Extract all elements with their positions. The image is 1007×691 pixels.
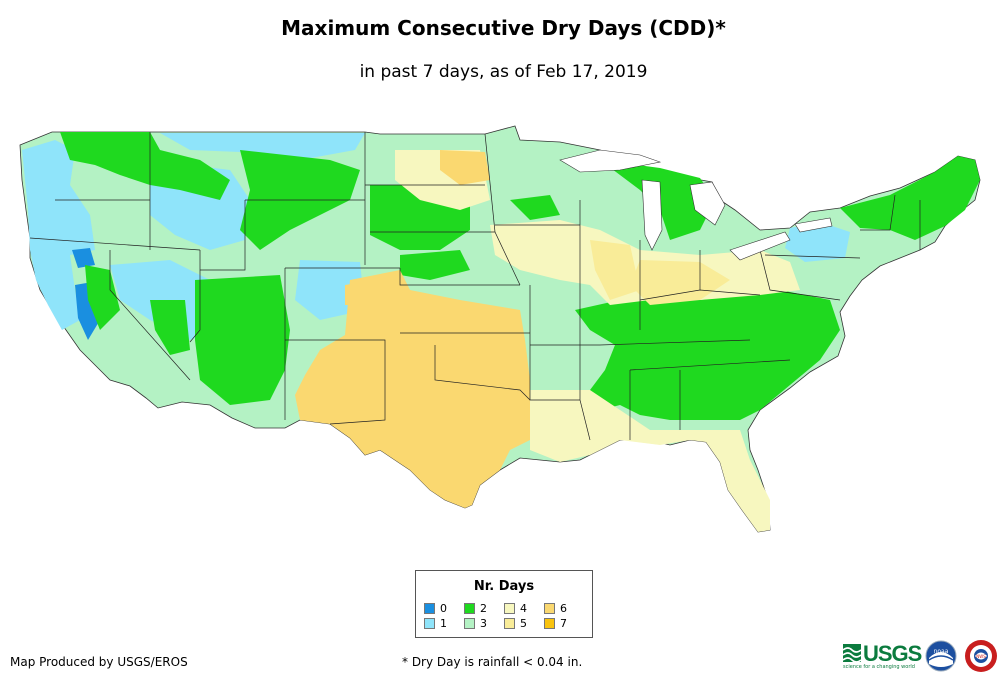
legend-label: 0 bbox=[440, 602, 447, 615]
cdd-6-day-north-dakota bbox=[440, 150, 490, 185]
legend-label: 1 bbox=[440, 617, 447, 630]
cdd-2-day-new-england bbox=[840, 156, 980, 240]
cdd-5-day-ohio-valley bbox=[630, 260, 730, 305]
cdd-6-day-southern-plains bbox=[295, 270, 530, 508]
usgs-tagline: science for a changing world bbox=[843, 664, 915, 670]
lake-erie bbox=[729, 231, 791, 261]
legend-swatch bbox=[544, 603, 555, 614]
nws-logo: NWS bbox=[965, 640, 997, 672]
legend-swatch bbox=[504, 603, 515, 614]
footnote-text: * Dry Day is rainfall < 0.04 in. bbox=[402, 655, 583, 669]
lake-superior bbox=[559, 149, 662, 173]
legend-swatch bbox=[424, 603, 435, 614]
lake-ontario bbox=[794, 217, 833, 233]
legend-swatch bbox=[424, 618, 435, 629]
nws-logo-text: NWS bbox=[976, 654, 986, 659]
cdd-0-day-oregon bbox=[72, 248, 95, 268]
lake-huron bbox=[689, 181, 726, 226]
cdd-2-day-sierra bbox=[150, 300, 190, 355]
cdd-2-day-utah-arizona bbox=[195, 275, 290, 405]
cdd-2-day-northern-rockies bbox=[60, 132, 230, 200]
legend-label: 6 bbox=[560, 602, 567, 615]
legend-label: 3 bbox=[480, 617, 487, 630]
noaa-logo-text: noaa bbox=[934, 648, 949, 655]
legend-label: 5 bbox=[520, 617, 527, 630]
usgs-wave-icon bbox=[843, 644, 861, 662]
legend-label: 2 bbox=[480, 602, 487, 615]
credit-text: Map Produced by USGS/EROS bbox=[10, 655, 188, 669]
legend-swatch bbox=[464, 618, 475, 629]
legend-swatch bbox=[504, 618, 515, 629]
cdd-2-day-nevada bbox=[85, 265, 120, 330]
legend-swatch bbox=[544, 618, 555, 629]
usgs-logo: USGS science for a changing world bbox=[843, 641, 922, 671]
legend-title: Nr. Days bbox=[473, 579, 535, 594]
cdd-2-day-iowa-patch bbox=[510, 195, 560, 220]
map-title: Maximum Consecutive Dry Days (CDD)* bbox=[281, 16, 726, 40]
cdd-2-day-nebraska bbox=[400, 250, 470, 280]
cdd-1-day-pacific bbox=[22, 140, 95, 330]
noaa-logo: noaa bbox=[925, 640, 957, 672]
legend-label: 4 bbox=[520, 602, 527, 615]
legend-label: 7 bbox=[560, 617, 567, 630]
legend-swatch bbox=[464, 603, 475, 614]
cdd-6-day-colorado-patch bbox=[345, 280, 375, 305]
state-boundaries bbox=[29, 132, 921, 441]
cdd-1-day-montana bbox=[160, 133, 365, 160]
cdd-4-day-gulf bbox=[530, 390, 770, 532]
cdd-5-day-illinois bbox=[590, 240, 640, 300]
lake-michigan bbox=[641, 179, 663, 251]
cdd-2-day-southeast bbox=[575, 290, 840, 420]
map-subtitle: in past 7 days, as of Feb 17, 2019 bbox=[359, 62, 648, 82]
legend: Nr. Days 0 1 2 3 4 5 6 7 bbox=[415, 570, 593, 638]
usgs-logo-text: USGS bbox=[863, 641, 922, 666]
